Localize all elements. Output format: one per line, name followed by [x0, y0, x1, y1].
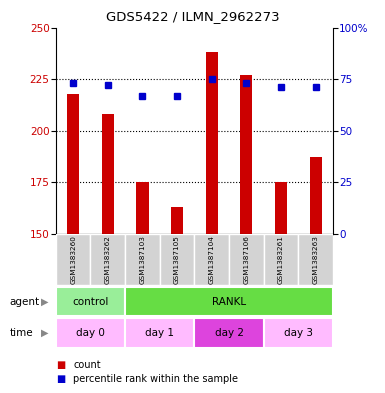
Bar	[194, 318, 264, 348]
Text: day 0: day 0	[76, 328, 105, 338]
Bar	[136, 182, 149, 234]
Text: day 2: day 2	[214, 328, 244, 338]
Text: day 1: day 1	[145, 328, 174, 338]
Bar	[206, 52, 218, 234]
Text: GSM1383260: GSM1383260	[70, 235, 76, 284]
Bar	[264, 234, 298, 285]
Bar	[275, 182, 287, 234]
Text: time: time	[10, 328, 33, 338]
Bar	[240, 75, 253, 234]
Text: GSM1383262: GSM1383262	[105, 235, 111, 284]
Bar	[160, 234, 194, 285]
Bar	[194, 234, 229, 285]
Text: GSM1387106: GSM1387106	[243, 235, 249, 284]
Text: day 3: day 3	[284, 328, 313, 338]
Bar	[125, 318, 194, 348]
Text: ■: ■	[56, 374, 65, 384]
Bar	[264, 318, 333, 348]
Text: percentile rank within the sample: percentile rank within the sample	[73, 374, 238, 384]
Text: GSM1387105: GSM1387105	[174, 235, 180, 284]
Bar	[56, 318, 125, 348]
Bar	[125, 234, 160, 285]
Bar	[67, 94, 79, 234]
Text: RANKL: RANKL	[212, 297, 246, 307]
Text: control: control	[72, 297, 109, 307]
Text: GDS5422 / ILMN_2962273: GDS5422 / ILMN_2962273	[106, 10, 279, 23]
Bar	[102, 114, 114, 234]
Bar	[298, 234, 333, 285]
Text: ■: ■	[56, 360, 65, 370]
Bar	[310, 158, 322, 234]
Text: GSM1383261: GSM1383261	[278, 235, 284, 284]
Text: ▶: ▶	[40, 328, 48, 338]
Text: GSM1383263: GSM1383263	[313, 235, 319, 284]
Text: count: count	[73, 360, 101, 370]
Text: agent: agent	[10, 297, 40, 307]
Text: GSM1387104: GSM1387104	[209, 235, 215, 284]
Bar	[171, 207, 183, 234]
Text: ▶: ▶	[40, 297, 48, 307]
Bar	[56, 287, 125, 316]
Bar	[90, 234, 125, 285]
Bar	[229, 234, 264, 285]
Bar	[125, 287, 333, 316]
Text: GSM1387103: GSM1387103	[139, 235, 146, 284]
Bar	[56, 234, 90, 285]
